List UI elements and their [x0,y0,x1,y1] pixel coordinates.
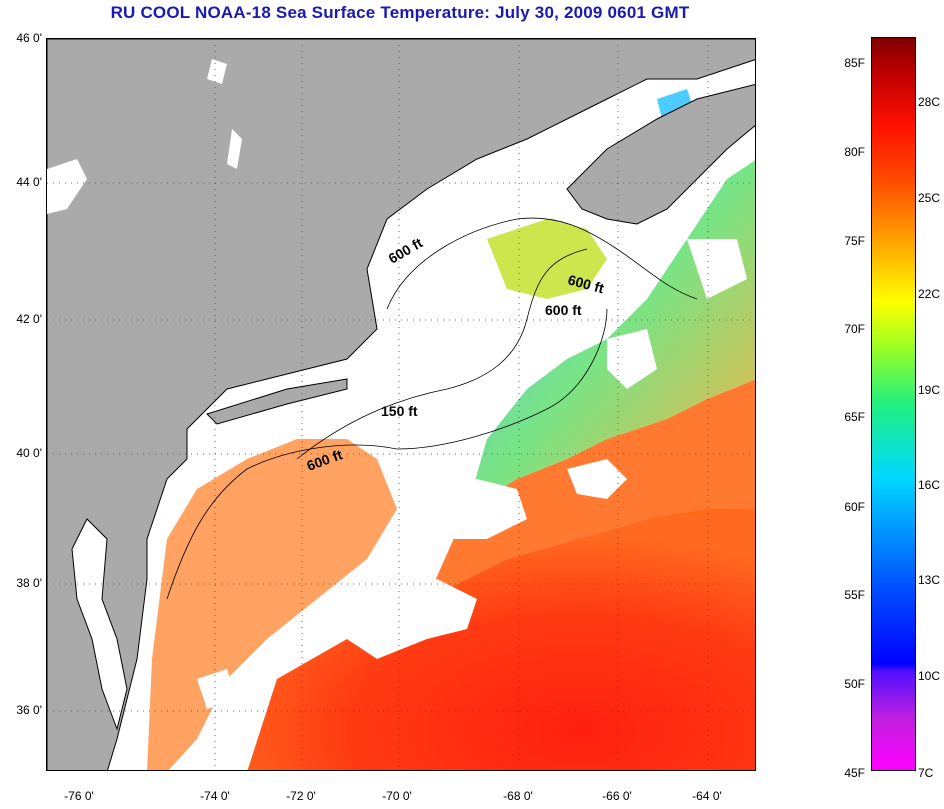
cloud-patch [567,459,627,499]
cloud-patch [607,329,657,389]
lon-label: -68 0' [503,789,533,803]
colorbar-f-label: 65F [844,410,865,424]
colorbar-c-label: 25C [918,191,941,205]
depth-label: 150 ft [381,403,418,419]
shelf-patch [487,219,607,299]
colorbar-f-label: 50F [844,677,865,691]
lat-label: 38 0' [16,576,42,590]
lake [227,129,242,169]
colorbar-c-label: 7C [918,766,934,780]
depth-contour [166,308,608,600]
cloud-patch [197,669,237,709]
temperature-colorbar [871,37,916,771]
graticule [47,39,755,770]
lat-label: 42 0' [16,312,42,326]
colorbar-f-label: 55F [844,588,865,602]
colorbar-c-label: 19C [918,383,941,397]
lake [207,59,227,84]
lon-label: -74 0' [200,789,230,803]
lat-label: 40 0' [16,446,42,460]
depth-contour [386,217,698,310]
colorbar-c-label: 16C [918,478,941,492]
lon-label: -66 0' [602,789,632,803]
colorbar-f-label: 75F [844,234,865,248]
lon-label: -70 0' [382,789,412,803]
lon-label: -76 0' [64,789,94,803]
cloud-patch [427,479,527,539]
map-title: RU COOL NOAA-18 Sea Surface Temperature:… [110,3,690,22]
chesapeake-bay [71,518,128,731]
colorbar-c-label: 13C [918,573,941,587]
sst-map-graphic: 600 ft 600 ft 600 ft 150 ft 600 ft [47,39,755,770]
lat-label: 44 0' [16,175,42,189]
colorbar-c-label: 22C [918,287,941,301]
colorbar-f-label: 85F [844,56,865,70]
sst-map: 600 ft 600 ft 600 ft 150 ft 600 ft [46,38,756,771]
lat-label: 36 0' [16,703,42,717]
colorbar-f-label: 80F [844,145,865,159]
colorbar-f-label: 45F [844,766,865,780]
lon-label: -64 0' [692,789,722,803]
depth-contour [296,248,588,460]
gulf-stream-area [247,509,755,770]
lat-label: 46 0' [16,31,42,45]
colorbar-f-label: 70F [844,322,865,336]
land-mainland [47,39,755,770]
lake [47,159,87,214]
shelf-water [467,160,755,509]
depth-label: 600 ft [545,302,582,318]
lon-label: -72 0' [286,789,316,803]
land-long-island [206,378,348,425]
land-nova-scotia [566,83,755,225]
colorbar-f-label: 60F [844,500,865,514]
cloud-patch [347,579,477,659]
cloud-patch [687,239,747,299]
colorbar-c-label: 10C [918,669,941,683]
colorbar-c-label: 28C [918,95,941,109]
